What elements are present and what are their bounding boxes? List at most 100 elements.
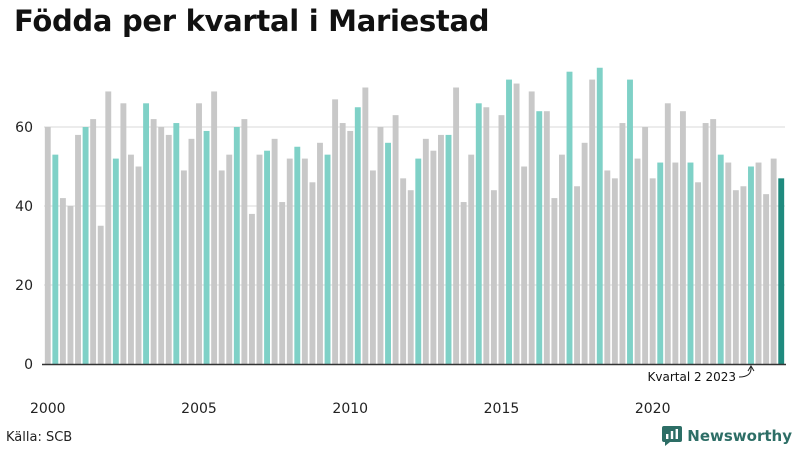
bar[interactable] <box>82 127 89 364</box>
bar[interactable] <box>158 127 165 364</box>
bar[interactable] <box>105 91 112 364</box>
bar[interactable] <box>241 119 248 364</box>
bar[interactable] <box>679 111 686 364</box>
bar[interactable] <box>317 142 323 364</box>
bar[interactable] <box>294 146 301 364</box>
bar[interactable] <box>59 198 66 364</box>
bar[interactable] <box>468 154 475 364</box>
bar[interactable] <box>309 182 316 364</box>
bar[interactable] <box>248 213 255 364</box>
bar[interactable] <box>521 166 528 365</box>
bar[interactable] <box>143 103 150 365</box>
bar[interactable] <box>755 162 762 364</box>
bar[interactable] <box>627 79 633 364</box>
bar[interactable] <box>702 123 709 364</box>
bar[interactable] <box>558 154 565 364</box>
bar[interactable] <box>324 154 331 364</box>
bar[interactable] <box>135 166 142 365</box>
bar[interactable] <box>748 166 754 365</box>
bar[interactable] <box>339 123 346 364</box>
bar[interactable] <box>264 150 271 364</box>
bar[interactable] <box>90 119 97 364</box>
bar[interactable] <box>664 103 671 365</box>
bar[interactable] <box>385 142 391 364</box>
bar[interactable] <box>596 67 603 364</box>
bar[interactable] <box>279 202 286 364</box>
bar[interactable] <box>196 103 202 365</box>
bar[interactable] <box>301 158 308 364</box>
bar[interactable] <box>506 79 512 364</box>
bar[interactable] <box>233 127 240 364</box>
bar[interactable] <box>498 115 505 365</box>
bar[interactable] <box>483 107 490 364</box>
bar[interactable] <box>460 202 467 364</box>
bar[interactable] <box>430 150 437 364</box>
brand[interactable]: Newsworthy <box>662 426 792 446</box>
bar[interactable] <box>165 134 172 364</box>
bar[interactable] <box>445 134 452 364</box>
bar[interactable] <box>392 115 399 365</box>
bar[interactable] <box>687 162 694 364</box>
bar[interactable] <box>362 87 369 365</box>
bar[interactable] <box>415 158 422 364</box>
bar[interactable] <box>770 158 777 364</box>
bar[interactable] <box>657 162 664 364</box>
bar[interactable] <box>475 103 482 365</box>
bar[interactable] <box>407 190 414 364</box>
bar[interactable] <box>173 123 180 364</box>
bar[interactable] <box>400 178 407 364</box>
bar[interactable] <box>97 225 104 364</box>
y-tick-label: 40 <box>15 199 33 215</box>
bar[interactable] <box>271 138 278 364</box>
bar[interactable] <box>672 162 679 364</box>
bar[interactable] <box>581 142 588 364</box>
bar[interactable] <box>732 190 739 364</box>
bar[interactable] <box>112 158 119 364</box>
bar[interactable] <box>226 154 233 364</box>
bar[interactable] <box>551 198 558 364</box>
bar[interactable] <box>150 119 157 364</box>
bar[interactable] <box>536 111 543 364</box>
bar[interactable] <box>611 178 618 364</box>
bar[interactable] <box>453 87 460 365</box>
bar[interactable] <box>725 162 732 364</box>
bar[interactable] <box>256 154 263 364</box>
bar[interactable] <box>604 170 611 364</box>
bar[interactable] <box>67 206 74 364</box>
bar[interactable] <box>649 178 656 364</box>
bar[interactable] <box>52 154 59 364</box>
bar[interactable] <box>120 103 127 365</box>
bar[interactable] <box>188 138 195 364</box>
bar[interactable] <box>763 194 770 364</box>
bar[interactable] <box>574 186 581 364</box>
bar[interactable] <box>695 182 701 364</box>
bar[interactable] <box>642 127 649 364</box>
bar[interactable] <box>369 170 376 364</box>
bar[interactable] <box>218 170 225 364</box>
bar[interactable] <box>513 83 520 365</box>
bar[interactable] <box>528 91 535 364</box>
bar[interactable] <box>180 170 187 364</box>
bar[interactable] <box>778 178 785 364</box>
bar[interactable] <box>438 134 444 364</box>
bar[interactable] <box>490 190 497 364</box>
bar[interactable] <box>566 71 573 364</box>
bar[interactable] <box>203 130 210 364</box>
bar[interactable] <box>332 99 339 364</box>
bar[interactable] <box>740 186 747 364</box>
bar[interactable] <box>286 158 293 364</box>
bar[interactable] <box>128 154 134 364</box>
bar[interactable] <box>211 91 218 364</box>
bar[interactable] <box>717 154 724 364</box>
bar[interactable] <box>589 79 596 364</box>
bar[interactable] <box>710 119 717 364</box>
bar[interactable] <box>543 111 550 364</box>
bar[interactable] <box>75 134 81 364</box>
bar[interactable] <box>377 127 384 364</box>
bar[interactable] <box>634 158 641 364</box>
bar[interactable] <box>354 107 361 364</box>
bar[interactable] <box>422 138 429 364</box>
bar[interactable] <box>347 130 354 364</box>
bar[interactable] <box>44 127 51 364</box>
bar[interactable] <box>619 123 626 364</box>
